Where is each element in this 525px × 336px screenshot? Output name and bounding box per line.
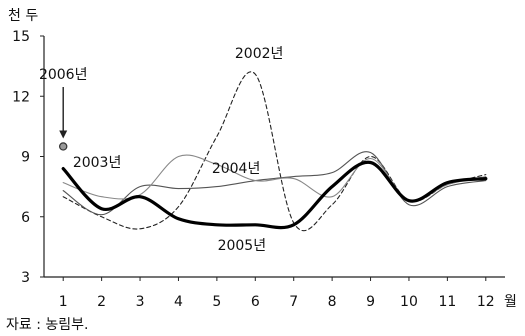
x-tick-label: 2 <box>97 294 106 310</box>
x-tick-label: 3 <box>136 294 145 310</box>
series-2002-line <box>62 71 487 232</box>
x-tick-label: 9 <box>366 294 375 310</box>
series-2006-point <box>59 142 68 151</box>
y-tick-label: 3 <box>21 270 30 286</box>
source-note: 자료 : 농림부. <box>6 317 89 333</box>
x-tick-label: 10 <box>400 294 418 310</box>
arrow-head-2006 <box>59 130 68 139</box>
x-tick-label: 5 <box>212 294 221 310</box>
x-unit-label: 월 <box>504 294 517 310</box>
x-tick-label: 12 <box>477 294 495 310</box>
series-2004-label: 2004년 <box>212 161 261 177</box>
y-tick-label: 12 <box>12 89 30 105</box>
axes <box>40 35 505 281</box>
series-lines <box>59 71 488 232</box>
x-tick-label: 1 <box>59 294 68 310</box>
x-tick-label: 4 <box>174 294 183 310</box>
x-tick-label: 8 <box>328 294 337 310</box>
y-tick-label: 15 <box>12 29 30 45</box>
series-2002-label: 2002년 <box>235 46 284 62</box>
series-2003-line <box>62 151 487 216</box>
x-tick-label: 6 <box>251 294 260 310</box>
y-tick-label: 6 <box>21 210 30 226</box>
y-tick-label: 9 <box>21 150 30 166</box>
series-labels: 2002년 2003년 2004년 2005년 2006년 <box>39 46 283 254</box>
x-tick-label: 7 <box>289 294 298 310</box>
x-tick-label: 11 <box>438 294 456 310</box>
y-unit-label: 천 두 <box>8 8 38 24</box>
series-2003-label: 2003년 <box>73 155 122 171</box>
series-2005-line <box>61 160 488 230</box>
series-2005-label: 2005년 <box>218 238 267 254</box>
series-2006-label: 2006년 <box>39 67 88 83</box>
